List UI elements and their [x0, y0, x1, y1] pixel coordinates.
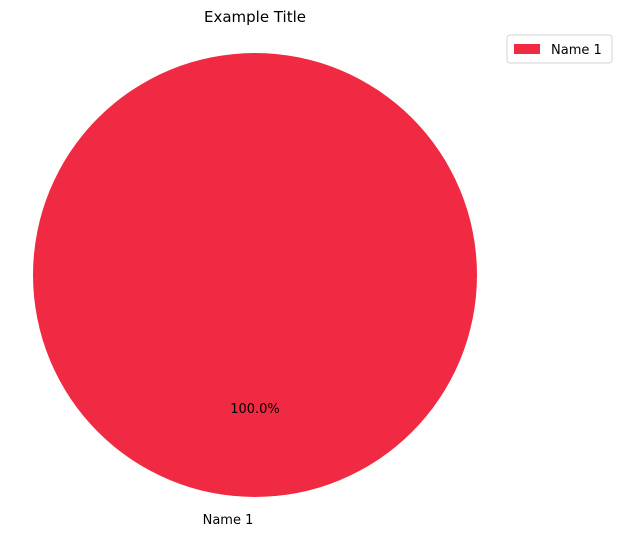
pie-labels: 100.0% Name 1: [203, 402, 280, 528]
legend-items: Name 1: [514, 43, 602, 58]
chart-title: Example Title: [204, 8, 306, 26]
legend-label: Name 1: [551, 43, 602, 58]
legend-frame: [506, 34, 613, 64]
slice-percent-label: 100.0%: [230, 402, 280, 417]
pie-slices: [33, 53, 477, 497]
legend-swatch: [514, 44, 540, 54]
legend: Name 1: [506, 34, 613, 64]
pie-slice-1: [33, 53, 477, 497]
slice-name-label: Name 1: [203, 513, 254, 528]
